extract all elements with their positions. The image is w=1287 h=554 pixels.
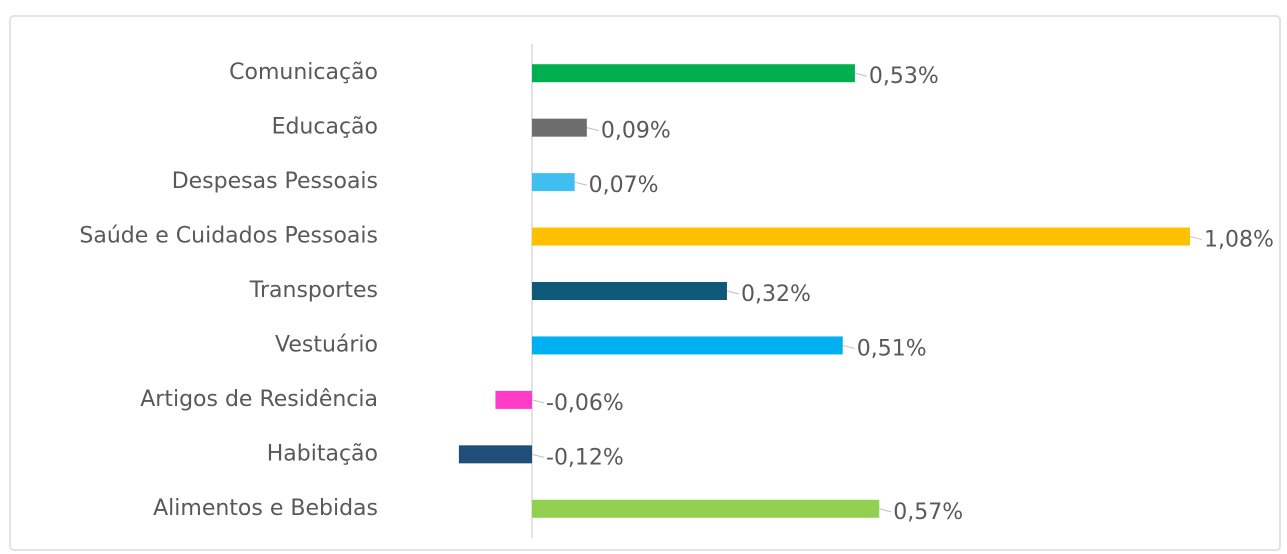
category-label: Habitação [267, 441, 378, 466]
leader-line [842, 344, 855, 349]
value-label: 0,57% [893, 500, 963, 525]
bar [495, 390, 532, 409]
bar [532, 499, 880, 518]
leader-line [531, 399, 545, 404]
leader-line [1189, 236, 1203, 241]
category-label: Educação [272, 115, 378, 140]
bar [532, 173, 575, 192]
category-label: Comunicação [229, 60, 378, 85]
bar [532, 64, 855, 83]
value-label: -0,12% [546, 445, 624, 470]
value-label: 0,53% [869, 64, 939, 89]
category-label: Alimentos e Bebidas [153, 496, 378, 521]
leader-line [531, 453, 545, 458]
bar [458, 445, 532, 464]
leader-line [574, 181, 587, 186]
leader-line [854, 72, 868, 77]
value-label: 0,07% [589, 173, 659, 198]
bar [532, 227, 1190, 246]
leader-line [726, 290, 740, 295]
bar [532, 336, 843, 355]
bar [532, 118, 587, 137]
value-label: -0,06% [546, 391, 624, 416]
value-label: 1,08% [1204, 228, 1274, 253]
category-label: Despesas Pessoais [172, 169, 378, 194]
category-label: Artigos de Residência [140, 387, 378, 412]
value-label: 0,09% [601, 119, 671, 144]
category-label: Vestuário [275, 332, 378, 357]
bar [532, 282, 727, 300]
leader-line [879, 508, 892, 513]
value-label: 0,32% [741, 282, 811, 307]
category-label: Saúde e Cuidados Pessoais [79, 224, 378, 249]
value-label: 0,51% [857, 336, 927, 361]
leader-line [586, 127, 599, 132]
category-label: Transportes [249, 278, 378, 303]
